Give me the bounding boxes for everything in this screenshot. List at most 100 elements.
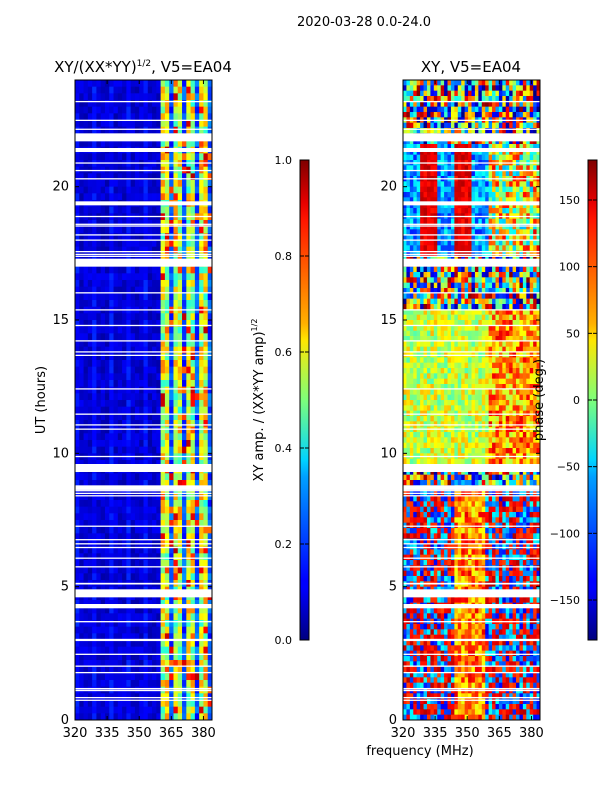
heatmap-cell	[96, 500, 101, 507]
heatmap-cell	[75, 273, 80, 280]
heatmap-cell	[420, 208, 424, 214]
heatmap-cell	[114, 273, 119, 280]
heatmap-cell	[199, 513, 204, 520]
heatmap-cell	[88, 500, 93, 507]
heatmap-cell	[84, 113, 89, 120]
heatmap-cell	[165, 153, 170, 160]
heatmap-cell	[451, 91, 455, 97]
heatmap-cell	[131, 280, 136, 287]
heatmap-cell	[410, 219, 414, 225]
heatmap-cell	[96, 513, 101, 520]
heatmap-cell	[173, 93, 178, 100]
heatmap-cell	[458, 219, 462, 225]
heatmap-cell	[135, 627, 140, 634]
heatmap-cell	[444, 112, 448, 118]
heatmap-cell	[468, 240, 472, 246]
heatmap-cell	[161, 373, 166, 380]
y-tick-label: 20	[52, 180, 69, 195]
heatmap-cell	[92, 373, 97, 380]
heatmap-cell	[424, 219, 428, 225]
heatmap-cell	[135, 333, 140, 340]
heatmap-cell	[114, 447, 119, 454]
heatmap-cell	[519, 208, 523, 214]
heatmap-cell	[114, 427, 119, 434]
heatmap-cell	[444, 192, 448, 198]
heatmap-cell	[186, 227, 191, 234]
heatmap-cell	[156, 207, 161, 214]
heatmap-cell	[88, 293, 93, 300]
heatmap-cell	[173, 353, 178, 360]
heatmap-cell	[156, 440, 161, 447]
heatmap-cell	[523, 272, 527, 278]
heatmap-cell	[485, 107, 489, 113]
heatmap-cell	[109, 713, 114, 720]
heatmap-cell	[444, 181, 448, 187]
heatmap-cell	[122, 433, 127, 440]
heatmap-cell	[506, 91, 510, 97]
heatmap-cell	[441, 299, 445, 305]
heatmap-cell	[495, 208, 499, 214]
heatmap-cell	[122, 500, 127, 507]
heatmap-cell	[465, 187, 469, 193]
heatmap-cell	[109, 387, 114, 394]
heatmap-cell	[403, 80, 407, 86]
heatmap-cell	[530, 245, 534, 251]
heatmap-cell	[413, 277, 417, 283]
heatmap-cell	[88, 373, 93, 380]
heatmap-cell	[178, 427, 183, 434]
heatmap-cell	[413, 187, 417, 193]
heatmap-cell	[135, 433, 140, 440]
heatmap-cell	[109, 680, 114, 687]
heatmap-cell	[519, 192, 523, 198]
heatmap-cell	[203, 473, 208, 480]
heatmap-cell	[475, 91, 479, 97]
heatmap-cell	[139, 527, 144, 534]
heatmap-cell	[513, 208, 517, 214]
heatmap-cell	[519, 272, 523, 278]
heatmap-cell	[199, 107, 204, 114]
heatmap-cell	[88, 627, 93, 634]
heatmap-cell	[75, 193, 80, 200]
heatmap-cell	[114, 93, 119, 100]
heatmap-cell	[526, 304, 530, 310]
heatmap-cell	[441, 240, 445, 246]
heatmap-cell	[441, 245, 445, 251]
heatmap-cell	[516, 240, 520, 246]
heatmap-cell	[461, 272, 465, 278]
heatmap-cell	[169, 393, 174, 400]
heatmap-cell	[195, 507, 200, 514]
heatmap-cell	[482, 192, 486, 198]
heatmap-cell	[430, 181, 434, 187]
heatmap-cell	[118, 360, 123, 367]
heatmap-cell	[182, 447, 187, 454]
heatmap-cell	[101, 427, 106, 434]
heatmap-cell	[84, 153, 89, 160]
heatmap-cell	[122, 273, 127, 280]
heatmap-cell	[105, 180, 110, 187]
heatmap-cell	[417, 245, 421, 251]
heatmap-cell	[182, 280, 187, 287]
heatmap-cell	[475, 112, 479, 118]
heatmap-cell	[420, 267, 424, 273]
heatmap-cell	[199, 527, 204, 534]
heatmap-cell	[533, 80, 537, 86]
heatmap-cell	[485, 245, 489, 251]
heatmap-cell	[126, 187, 131, 194]
heatmap-cell	[482, 272, 486, 278]
heatmap-cell	[118, 627, 123, 634]
heatmap-cell	[406, 107, 410, 113]
heatmap-cell	[109, 440, 114, 447]
heatmap-cell	[509, 219, 513, 225]
heatmap-cell	[182, 420, 187, 427]
heatmap-cell	[144, 267, 149, 274]
heatmap-cell	[139, 673, 144, 680]
heatmap-cell	[122, 127, 127, 134]
heatmap-cell	[492, 91, 496, 97]
heatmap-cell	[191, 433, 196, 440]
heatmap-cell	[135, 700, 140, 707]
heatmap-cell	[135, 353, 140, 360]
heatmap-cell	[88, 560, 93, 567]
heatmap-cell	[161, 107, 166, 114]
heatmap-cell	[495, 272, 499, 278]
heatmap-cell	[186, 507, 191, 514]
